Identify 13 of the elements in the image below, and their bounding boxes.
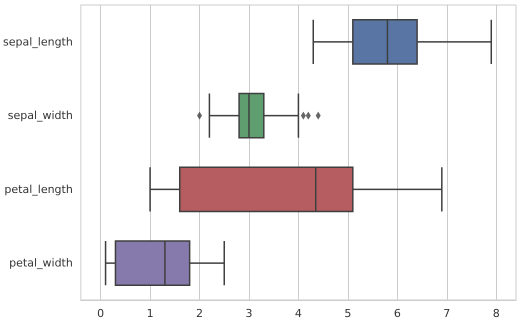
x-tick-label: 6	[394, 307, 401, 320]
y-tick-label: petal_length	[4, 182, 73, 196]
y-tick-label: sepal_length	[2, 35, 73, 48]
x-tick-label: 8	[492, 307, 500, 320]
x-tick-label: 3	[245, 307, 252, 320]
x-tick-label: 1	[146, 307, 154, 320]
x-tick-label: 0	[97, 307, 104, 320]
x-tick-label: 4	[294, 307, 302, 320]
y-tick-label: sepal_width	[8, 109, 73, 122]
x-tick-label: 2	[196, 307, 204, 320]
y-tick-label: petal_width	[9, 256, 73, 270]
x-tick-label: 7	[443, 307, 450, 320]
x-tick-label: 5	[344, 307, 352, 320]
